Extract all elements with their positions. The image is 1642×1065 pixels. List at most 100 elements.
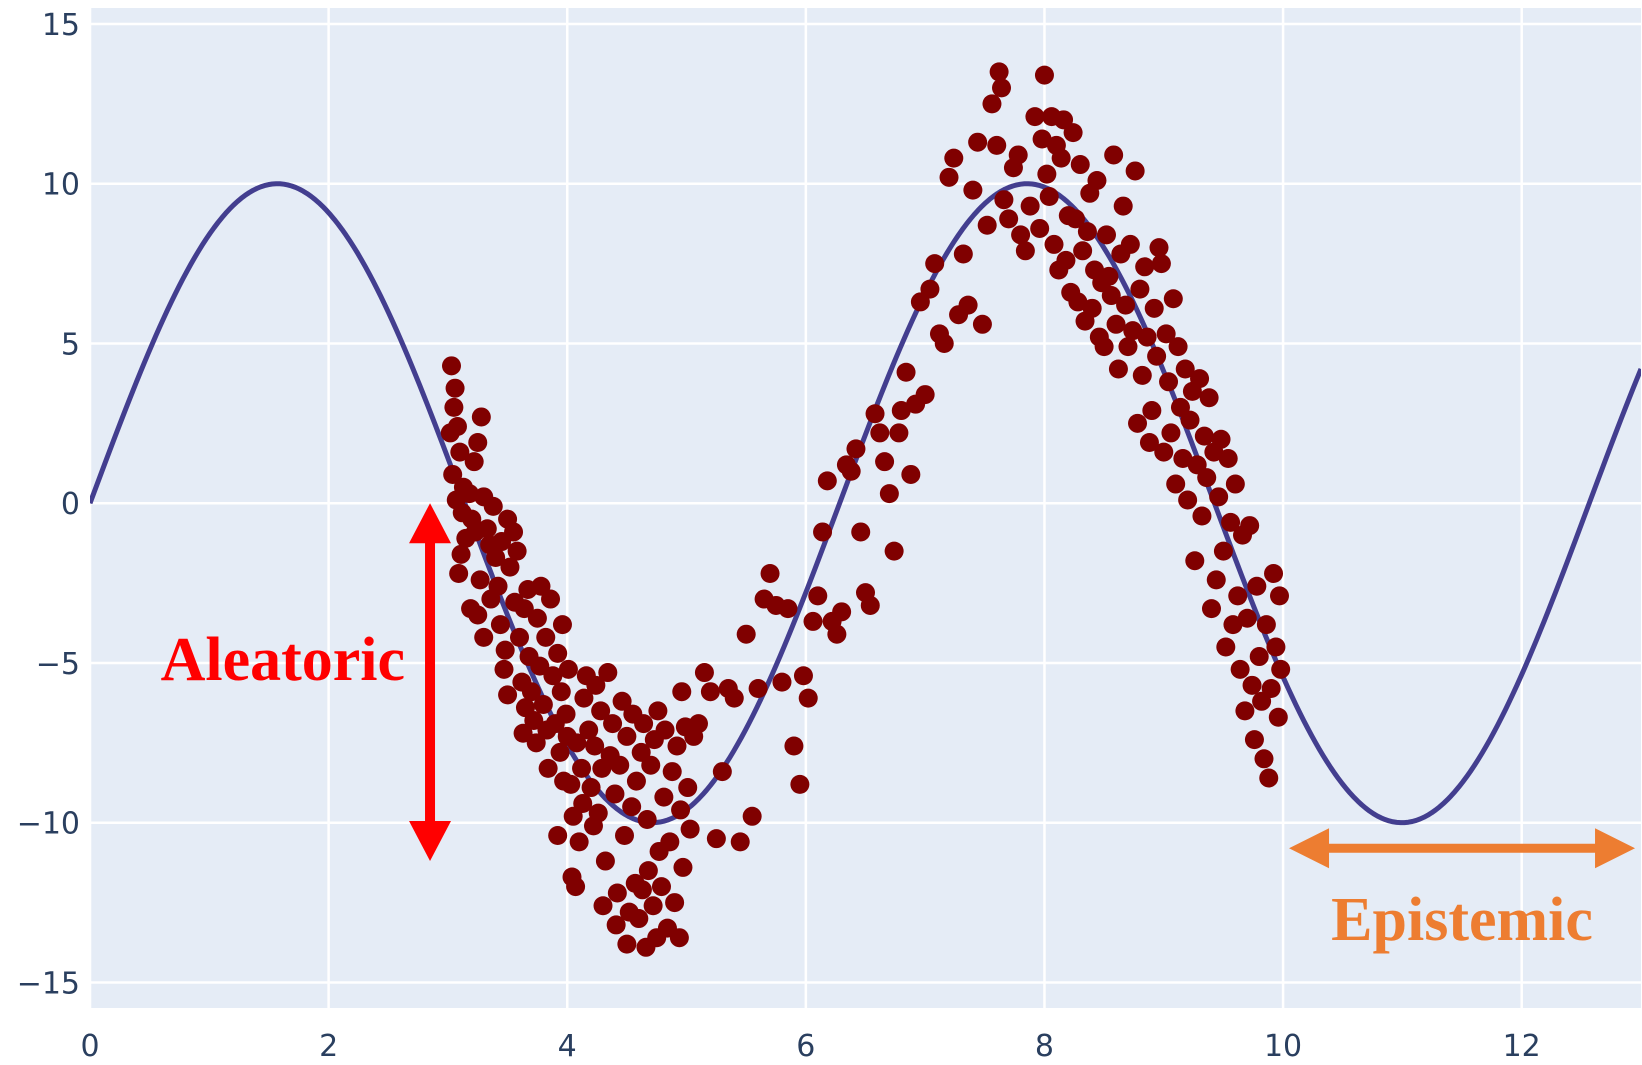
scatter-point	[972, 314, 992, 334]
scatter-point	[637, 810, 657, 829]
scatter-point	[896, 362, 916, 382]
scatter-point	[662, 762, 682, 782]
scatter-point	[1128, 413, 1148, 433]
scatter-point	[1137, 327, 1157, 347]
plot-background	[90, 8, 1641, 1008]
aleatoric-arrow-head-up	[409, 503, 452, 544]
scatter-point	[1099, 266, 1119, 286]
scatter-point	[1073, 241, 1093, 261]
y-tick-label: −5	[36, 647, 80, 682]
scatter-point	[748, 679, 768, 699]
scatter-point	[846, 439, 866, 459]
scatter-point	[700, 682, 720, 702]
scatter-point	[488, 576, 508, 596]
scatter-point	[551, 682, 571, 702]
scatter-point	[606, 915, 626, 935]
scatter-point	[530, 656, 550, 676]
scatter-point	[1015, 241, 1035, 261]
scatter-point	[1051, 148, 1071, 168]
scatter-point	[987, 135, 1007, 155]
scatter-point	[870, 423, 890, 443]
scatter-point	[477, 519, 497, 539]
scatter-point	[1185, 551, 1205, 571]
scatter-point	[841, 461, 861, 481]
scatter-point	[527, 608, 547, 628]
scatter-point	[1044, 234, 1064, 254]
scatter-point	[790, 774, 810, 794]
y-tick-label: −15	[17, 966, 80, 1001]
scatter-point	[808, 586, 828, 606]
scatter-point	[1249, 647, 1269, 667]
scatter-point	[1197, 468, 1217, 488]
scatter-point	[567, 733, 587, 753]
scatter-point	[574, 688, 594, 708]
scatter-point	[724, 688, 744, 708]
scatter-point	[1118, 337, 1138, 357]
scatter-point	[581, 778, 601, 798]
scatter-point	[865, 404, 885, 424]
scatter-point	[629, 909, 649, 929]
y-tick-label: 5	[61, 327, 80, 362]
scatter-point	[1213, 541, 1233, 561]
scatter-point	[1065, 209, 1085, 229]
scatter-point	[1108, 359, 1128, 379]
scatter-point	[1101, 286, 1121, 306]
scatter-point	[1240, 516, 1260, 536]
scatter-point	[694, 663, 714, 683]
scatter-point	[1247, 576, 1267, 596]
scatter-point	[504, 522, 524, 542]
scatter-point	[586, 675, 606, 695]
scatter-point	[999, 209, 1019, 229]
scatter-point	[925, 254, 945, 274]
scatter-point	[1034, 65, 1054, 85]
scatter-point	[680, 819, 700, 839]
scatter-point	[667, 736, 687, 756]
scatter-point	[1216, 637, 1236, 657]
scatter-point	[494, 659, 514, 679]
grid	[88, 8, 1641, 1008]
scatter-point	[655, 720, 675, 740]
aleatoric-arrow-head-down	[409, 821, 452, 862]
scatter-point	[1125, 161, 1145, 181]
scatter-point	[673, 857, 693, 877]
sine-line-layer	[90, 181, 1641, 826]
scatter-point	[944, 148, 964, 168]
scatter-point	[1190, 369, 1210, 389]
scatter-point	[1173, 448, 1193, 468]
scatter-point	[513, 723, 533, 743]
scatter-point	[486, 548, 506, 568]
scatter-point	[1256, 615, 1276, 635]
scatter-point	[1070, 155, 1090, 175]
scatter-point	[1237, 608, 1257, 628]
scatter-point	[1266, 637, 1286, 657]
scatter-point	[1261, 679, 1281, 699]
scatter-point	[495, 640, 515, 660]
scatter-point	[552, 615, 572, 635]
scatter-point	[891, 401, 911, 421]
scatter-point	[588, 803, 608, 823]
scatter-point	[994, 190, 1014, 210]
scatter-point	[1037, 164, 1057, 184]
scatter-point	[603, 714, 623, 734]
scatter-point	[464, 452, 484, 472]
scatter-point	[585, 736, 605, 756]
sine-curve-line	[90, 181, 1641, 826]
scatter-point	[742, 806, 762, 826]
scatter-point	[817, 471, 837, 491]
scatter-point	[1008, 145, 1028, 165]
scatter-point	[813, 522, 833, 542]
scatter-point	[660, 832, 680, 852]
scatter-point	[1264, 564, 1284, 583]
scatter-point	[1168, 337, 1188, 357]
scatter-point	[669, 928, 689, 948]
scatter-point	[449, 564, 469, 583]
epistemic-arrow-head-right	[1595, 828, 1636, 869]
scatter-point	[626, 771, 646, 791]
scatter-point	[561, 774, 581, 794]
x-tick-label: 4	[558, 1029, 577, 1064]
scatter-point	[1097, 225, 1116, 245]
scatter-point	[1123, 321, 1143, 341]
scatter-point	[1268, 707, 1288, 727]
scatter-point	[1032, 129, 1052, 149]
